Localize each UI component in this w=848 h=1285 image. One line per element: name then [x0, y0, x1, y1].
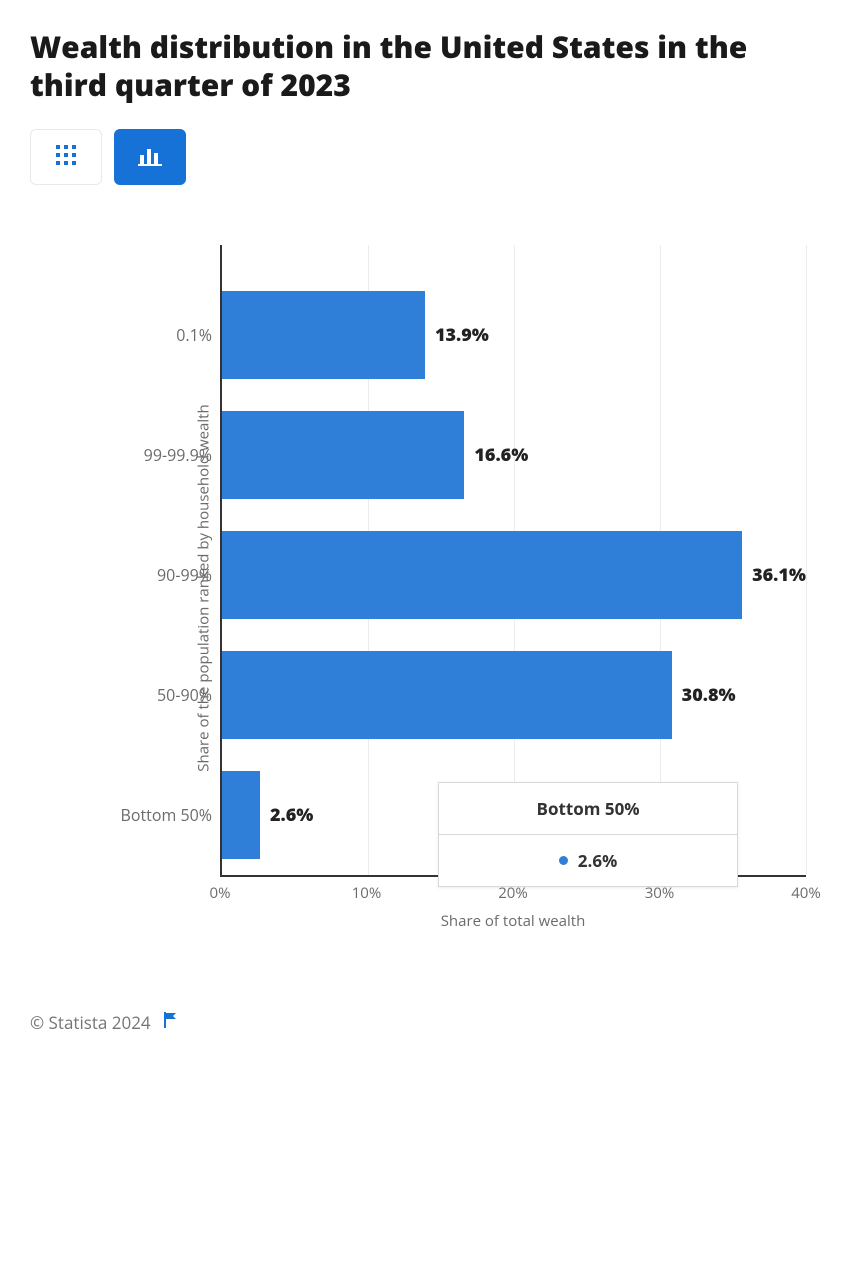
x-tick-label: 0% — [210, 883, 231, 903]
footer: © Statista 2024 — [30, 1011, 818, 1034]
page-title: Wealth distribution in the United States… — [30, 28, 818, 103]
x-axis-ticks: 0%10%20%30%40% — [220, 877, 806, 903]
flag-icon[interactable] — [163, 1011, 179, 1034]
page: Wealth distribution in the United States… — [0, 0, 848, 1054]
grid-icon — [54, 143, 78, 172]
bar-row: 99-99.9%16.6% — [222, 395, 806, 515]
chart-view-button[interactable] — [114, 129, 186, 185]
bar-value-label: 36.1% — [752, 563, 806, 587]
bar-value-label: 13.9% — [435, 323, 489, 347]
bar[interactable] — [222, 531, 742, 619]
chart: Share of the population ranked by househ… — [30, 245, 818, 931]
tooltip-title: Bottom 50% — [439, 783, 737, 835]
tooltip-value: 2.6% — [578, 849, 618, 872]
x-tick-label: 10% — [352, 883, 382, 903]
category-label: Bottom 50% — [72, 804, 212, 826]
bar-value-label: 16.6% — [474, 443, 528, 467]
category-label: 50-90% — [72, 684, 212, 706]
bar-row: 50-90%30.8% — [222, 635, 806, 755]
bar-chart-icon — [137, 143, 163, 172]
x-tick-label: 30% — [645, 883, 675, 903]
bar[interactable] — [222, 411, 464, 499]
grid-view-button[interactable] — [30, 129, 102, 185]
bar-row: 90-99%36.1% — [222, 515, 806, 635]
view-toggle — [30, 129, 186, 185]
category-label: 0.1% — [72, 324, 212, 346]
copyright-text: © Statista 2024 — [30, 1011, 151, 1034]
x-tick-label: 40% — [791, 883, 821, 903]
grid-line — [806, 245, 807, 875]
tooltip-dot-icon — [559, 856, 568, 865]
x-tick-label: 20% — [498, 883, 528, 903]
bar-rows: 0.1%13.9%99-99.9%16.6%90-99%36.1%50-90%3… — [222, 245, 806, 875]
x-axis-title: Share of total wealth — [220, 911, 806, 931]
bar[interactable] — [222, 291, 425, 379]
bar[interactable] — [222, 651, 672, 739]
tooltip: Bottom 50% 2.6% — [438, 782, 738, 887]
bar[interactable] — [222, 771, 260, 859]
bar-row: 0.1%13.9% — [222, 275, 806, 395]
category-label: 90-99% — [72, 564, 212, 586]
category-label: 99-99.9% — [72, 444, 212, 466]
bar-value-label: 2.6% — [270, 803, 313, 827]
plot-area: 0.1%13.9%99-99.9%16.6%90-99%36.1%50-90%3… — [220, 245, 806, 877]
bar-value-label: 30.8% — [682, 683, 736, 707]
